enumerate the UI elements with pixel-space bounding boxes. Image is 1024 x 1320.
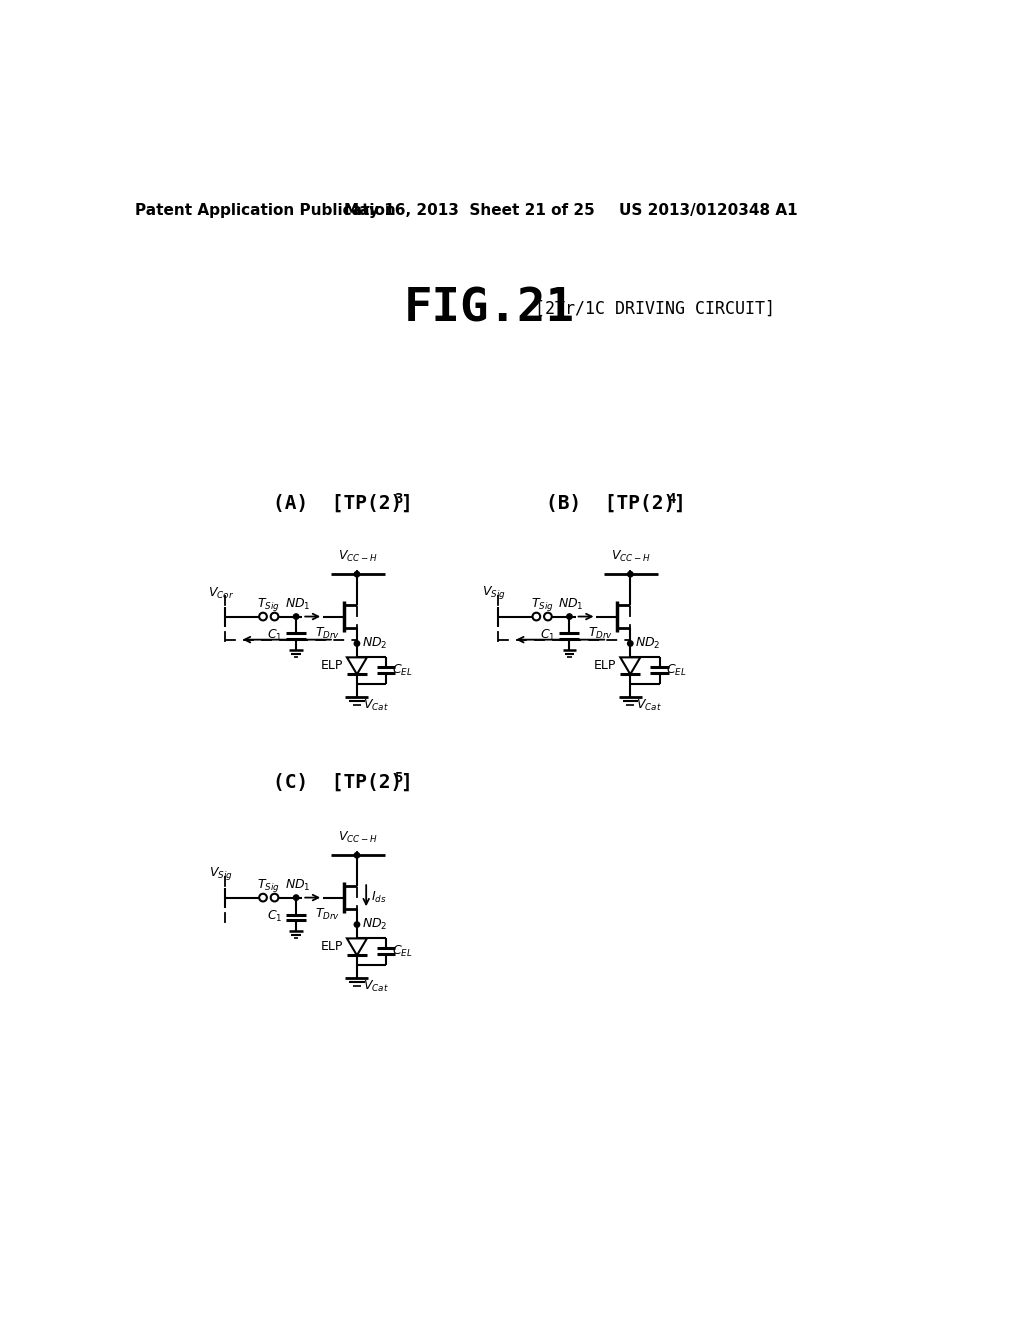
Text: $V_{Cor}$: $V_{Cor}$ [208,586,233,601]
Text: ]: ] [400,494,412,513]
Text: $T_{Sig}$: $T_{Sig}$ [530,595,554,612]
Text: $T_{Drv}$: $T_{Drv}$ [314,907,340,923]
Text: $ND_1$: $ND_1$ [558,597,584,611]
Text: $V_{Cat}$: $V_{Cat}$ [637,697,663,713]
Text: ELP: ELP [321,659,343,672]
Text: US 2013/0120348 A1: US 2013/0120348 A1 [618,203,798,218]
Text: $C_{EL}$: $C_{EL}$ [392,663,413,678]
Text: 3: 3 [394,492,402,507]
Text: $C_1$: $C_1$ [267,909,283,924]
Text: 5: 5 [394,771,402,785]
Text: (B)  [TP(2): (B) [TP(2) [547,494,676,513]
Text: $V_{Cat}$: $V_{Cat}$ [364,697,389,713]
Text: ELP: ELP [321,940,343,953]
Text: [2Tr/1C DRIVING CIRCUIT]: [2Tr/1C DRIVING CIRCUIT] [535,300,775,318]
Text: $ND_2$: $ND_2$ [361,636,387,651]
Circle shape [354,921,359,927]
Text: FIG.21: FIG.21 [403,286,574,331]
Circle shape [628,640,633,647]
Text: $T_{Drv}$: $T_{Drv}$ [314,626,340,642]
Text: $V_{Cat}$: $V_{Cat}$ [364,978,389,994]
Text: Patent Application Publication: Patent Application Publication [135,203,395,218]
Text: ]: ] [674,494,685,513]
Text: $C_1$: $C_1$ [540,628,556,643]
Circle shape [294,895,299,900]
Text: $T_{Sig}$: $T_{Sig}$ [257,595,281,612]
Circle shape [354,853,359,858]
Circle shape [354,640,359,647]
Text: (A)  [TP(2): (A) [TP(2) [273,494,402,513]
Text: $V_{CC-H}$: $V_{CC-H}$ [338,549,378,564]
Circle shape [354,572,359,577]
Text: $T_{Sig}$: $T_{Sig}$ [257,876,281,894]
Circle shape [294,614,299,619]
Text: ]: ] [400,772,412,792]
Circle shape [628,572,633,577]
Text: $ND_1$: $ND_1$ [285,597,310,611]
Text: May 16, 2013  Sheet 21 of 25: May 16, 2013 Sheet 21 of 25 [344,203,595,218]
Text: (C)  [TP(2): (C) [TP(2) [273,772,402,792]
Text: ELP: ELP [594,659,616,672]
Text: $ND_1$: $ND_1$ [285,878,310,892]
Text: $T_{Drv}$: $T_{Drv}$ [588,626,613,642]
Text: $C_1$: $C_1$ [267,628,283,643]
Text: $V_{CC-H}$: $V_{CC-H}$ [338,830,378,845]
Text: $ND_2$: $ND_2$ [635,636,660,651]
Text: $I_{ds}$: $I_{ds}$ [371,890,386,906]
Text: $C_{EL}$: $C_{EL}$ [392,944,413,960]
Text: $ND_2$: $ND_2$ [361,917,387,932]
Text: 4: 4 [668,492,676,507]
Text: $V_{CC-H}$: $V_{CC-H}$ [611,549,651,564]
Text: $V_{Sig}$: $V_{Sig}$ [482,585,506,601]
Circle shape [566,614,572,619]
Text: $V_{Sig}$: $V_{Sig}$ [209,865,232,882]
Text: $C_{EL}$: $C_{EL}$ [666,663,686,678]
